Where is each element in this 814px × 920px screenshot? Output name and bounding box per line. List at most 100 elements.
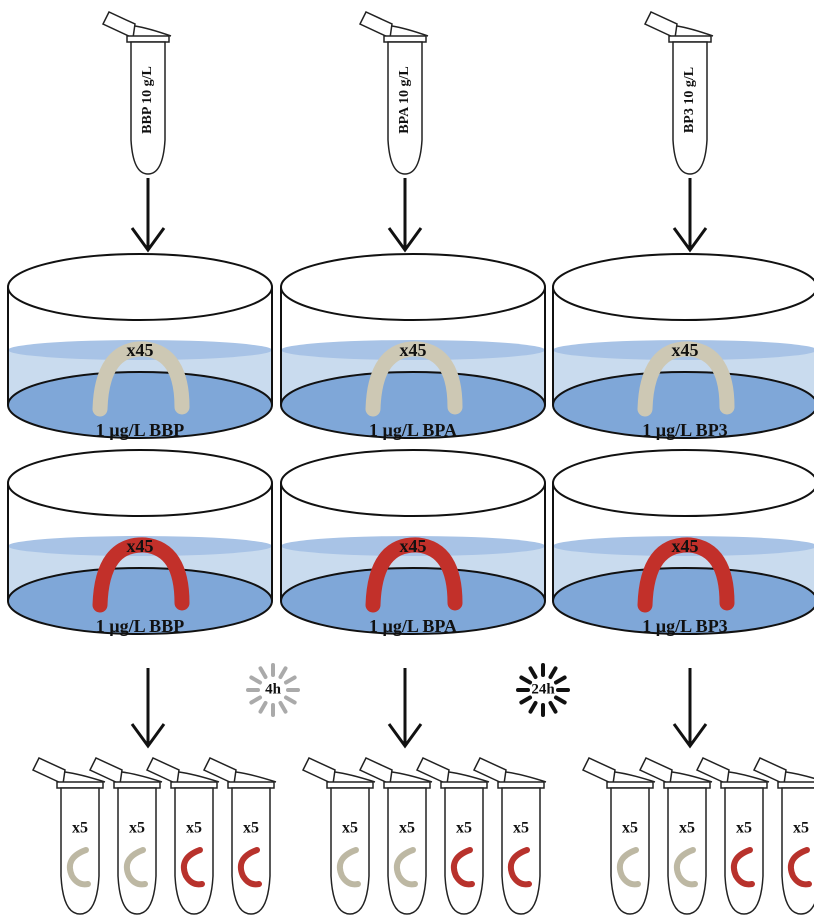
tube-hinge (677, 26, 713, 36)
sample-tube-label: x5 (72, 820, 88, 837)
timer-ray (556, 678, 565, 683)
dish-count: x45 (127, 536, 154, 556)
tube-cap (360, 758, 392, 784)
dish-count: x45 (400, 536, 427, 556)
tube-cap (33, 758, 65, 784)
sample-tube-label: x5 (243, 820, 259, 837)
timer: 4h (248, 665, 298, 715)
dish: x45 1 µg/L BBP (8, 450, 272, 636)
dish-label: 1 µg/L BBP (96, 616, 184, 636)
dish-count: x45 (672, 536, 699, 556)
stock-tube (360, 12, 428, 174)
dish: x45 1 µg/L BBP (8, 254, 272, 440)
timer-ray (531, 668, 536, 677)
timer-ray (556, 698, 565, 703)
tube-cap (645, 12, 677, 38)
tube-rim (441, 782, 487, 788)
stock-tube-label: BP3 10 g/L (682, 67, 697, 133)
sample-tube-label: x5 (736, 820, 752, 837)
timer-ray (286, 698, 295, 703)
timer-ray (251, 678, 260, 683)
dish-rim (8, 450, 272, 516)
timer-ray (251, 698, 260, 703)
tube-hinge (786, 772, 814, 782)
tube-rim (607, 782, 653, 788)
tube-cap (583, 758, 615, 784)
tube-rim (778, 782, 814, 788)
dish-label: 1 µg/L BPA (369, 420, 457, 440)
tube-hinge (506, 772, 546, 782)
sample-tube-label: x5 (679, 820, 695, 837)
tube-cap (474, 758, 506, 784)
dish-rim (281, 254, 545, 320)
diagram: BBP 10 g/L BPA 10 g/L BP3 10 g/L x45 1 µg/L … (0, 0, 814, 920)
timer: 24h (518, 665, 568, 715)
timer-ray (261, 703, 266, 712)
sample-tube-label: x5 (129, 820, 145, 837)
tube-rim (669, 36, 711, 42)
tube-rim (127, 36, 169, 42)
timer-ray (531, 703, 536, 712)
sample-tube-label: x5 (186, 820, 202, 837)
sample-tube-label: x5 (342, 820, 358, 837)
tube-cap (640, 758, 672, 784)
tube-rim (171, 782, 217, 788)
sample-tube (583, 758, 655, 914)
tube-rim (498, 782, 544, 788)
dish-label: 1 µg/L BPA (369, 616, 457, 636)
dish-rim (8, 254, 272, 320)
timer-ray (521, 678, 530, 683)
sample-tube-label: x5 (513, 820, 529, 837)
stock-tube-label: BBP 10 g/L (140, 66, 155, 134)
tube-cap (697, 758, 729, 784)
tube-hinge (135, 26, 171, 36)
dish-label: 1 µg/L BP3 (642, 420, 727, 440)
tube-rim (327, 782, 373, 788)
dish-count: x45 (127, 340, 154, 360)
timer-ray (551, 668, 556, 677)
tube-cap (90, 758, 122, 784)
dish-rim (553, 254, 814, 320)
dish-count: x45 (672, 340, 699, 360)
tube-cap (303, 758, 335, 784)
tube-rim (57, 782, 103, 788)
tube-rim (228, 782, 274, 788)
tube-cap (360, 12, 392, 38)
stock-tube (103, 12, 171, 174)
dish-rim (281, 450, 545, 516)
timer-ray (521, 698, 530, 703)
timer-ray (281, 668, 286, 677)
tube-hinge (392, 26, 428, 36)
dish: x45 1 µg/L BPA (281, 450, 545, 636)
tube-hinge (236, 772, 276, 782)
dish: x45 1 µg/L BPA (281, 254, 545, 440)
timer-ray (286, 678, 295, 683)
tube-rim (384, 782, 430, 788)
stock-tube-label: BPA 10 g/L (397, 66, 412, 133)
sample-tube-label: x5 (793, 820, 809, 837)
sample-tube (33, 758, 105, 914)
sample-tube-label: x5 (622, 820, 638, 837)
timer-label: 4h (265, 681, 282, 697)
sample-tube (303, 758, 375, 914)
tube-rim (664, 782, 710, 788)
dish: x45 1 µg/L BP3 (553, 450, 814, 636)
sample-tube-label: x5 (456, 820, 472, 837)
timer-label: 24h (531, 681, 555, 697)
tube-cap (417, 758, 449, 784)
stock-tube (645, 12, 713, 174)
sample-tube-label: x5 (399, 820, 415, 837)
timer-ray (261, 668, 266, 677)
tube-rim (114, 782, 160, 788)
tube-cap (204, 758, 236, 784)
dish: x45 1 µg/L BP3 (553, 254, 814, 440)
tube-cap (754, 758, 786, 784)
dish-label: 1 µg/L BBP (96, 420, 184, 440)
tube-cap (147, 758, 179, 784)
timer-ray (551, 703, 556, 712)
dish-count: x45 (400, 340, 427, 360)
tube-rim (721, 782, 767, 788)
timer-ray (281, 703, 286, 712)
tube-cap (103, 12, 135, 38)
dish-label: 1 µg/L BP3 (642, 616, 727, 636)
